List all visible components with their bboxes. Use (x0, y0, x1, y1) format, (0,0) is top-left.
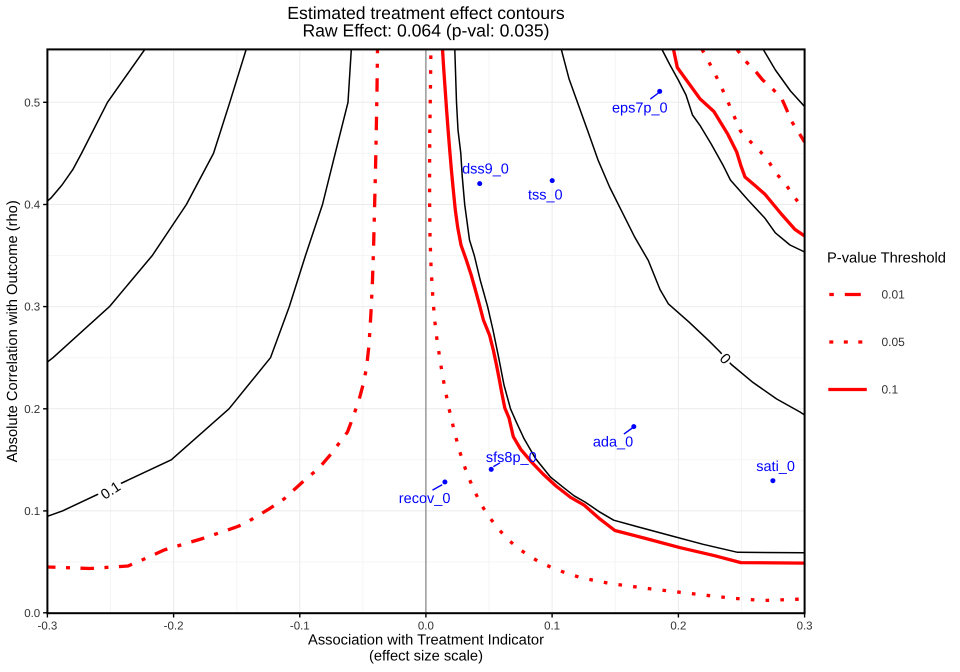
svg-text:dss9_0: dss9_0 (462, 161, 509, 177)
svg-text:ada_0: ada_0 (593, 434, 633, 450)
svg-text:-0.3: -0.3 (37, 621, 57, 633)
svg-text:0.0: 0.0 (418, 621, 434, 633)
svg-text:0.4: 0.4 (24, 200, 41, 212)
svg-text:Raw Effect: 0.064 (p-val: 0.03: Raw Effect: 0.064 (p-val: 0.035) (302, 20, 549, 40)
svg-text:eps7p_0: eps7p_0 (612, 101, 668, 117)
svg-text:0.3: 0.3 (797, 621, 813, 633)
svg-text:0.0: 0.0 (24, 608, 40, 620)
svg-text:-0.2: -0.2 (164, 621, 184, 633)
svg-text:0.5: 0.5 (24, 97, 40, 109)
svg-text:0.1: 0.1 (882, 383, 899, 397)
svg-text:(effect size scale): (effect size scale) (369, 649, 483, 665)
svg-text:sfs8p_0: sfs8p_0 (486, 450, 537, 466)
svg-text:0.1: 0.1 (24, 506, 40, 518)
svg-text:Association with Treatment Ind: Association with Treatment Indicator (308, 633, 544, 649)
svg-text:P-value Threshold: P-value Threshold (827, 251, 946, 267)
svg-text:0.3: 0.3 (24, 302, 40, 314)
svg-text:0.2: 0.2 (24, 404, 40, 416)
svg-text:0.2: 0.2 (670, 621, 686, 633)
svg-text:0.01: 0.01 (882, 288, 906, 302)
svg-text:0.1: 0.1 (544, 621, 560, 633)
svg-text:tss_0: tss_0 (528, 188, 563, 204)
svg-text:0.05: 0.05 (882, 335, 906, 349)
svg-text:recov_0: recov_0 (399, 491, 451, 507)
svg-text:Absolute Correlation with Outc: Absolute Correlation with Outcome (rho) (5, 200, 21, 462)
svg-text:-0.1: -0.1 (290, 621, 310, 633)
svg-text:Estimated treatment effect con: Estimated treatment effect contours (287, 3, 565, 23)
svg-text:sati_0: sati_0 (756, 459, 795, 475)
